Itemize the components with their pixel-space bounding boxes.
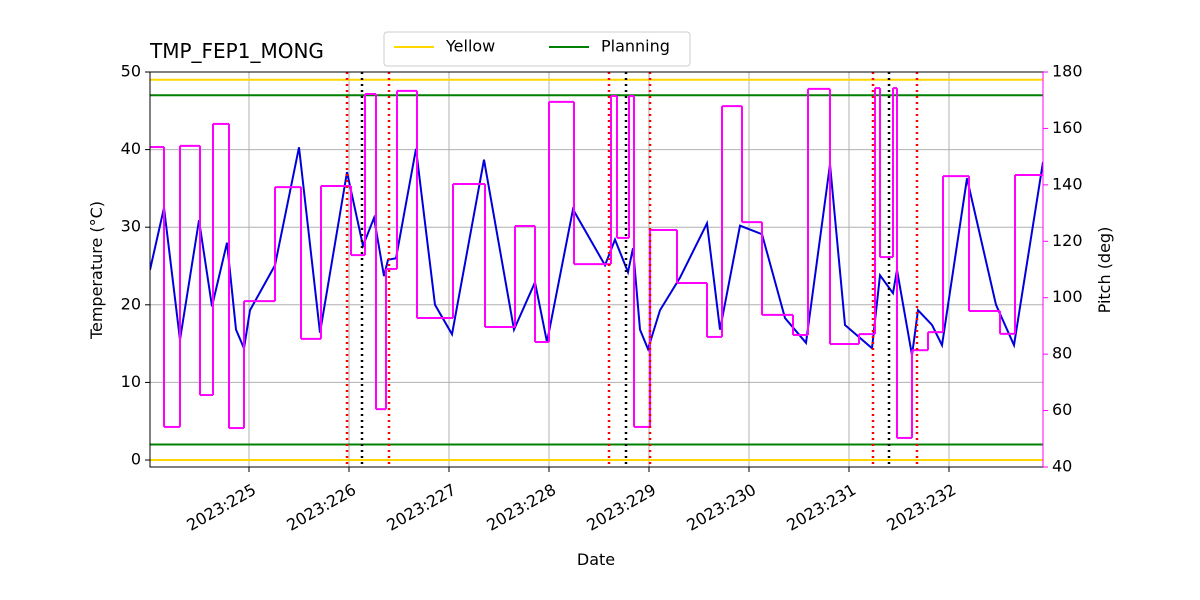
y-tick-label: 0 [131,450,141,469]
y-axis-label: Temperature (°C) [87,201,106,340]
plot-frame [149,71,1044,468]
y2-tick-label: 80 [1052,344,1072,363]
x-tick-label: 2023:225 [183,480,259,535]
y2-tick-label: 60 [1052,400,1072,419]
chart-title: TMP_FEP1_MONG [149,39,324,63]
y2-tick-label: 160 [1052,118,1083,137]
y-tick-label: 40 [121,139,141,158]
legend-label: Yellow [445,37,495,56]
y2-tick-label: 120 [1052,231,1083,250]
y2-tick-label: 40 [1052,457,1072,476]
x-tick-label: 2023:227 [383,480,459,535]
y-tick-label: 20 [121,294,141,313]
plot-area [150,72,1043,467]
x-tick-label: 2023:228 [483,480,559,535]
y2-tick-label: 100 [1052,287,1083,306]
legend-label: Planning [601,37,670,56]
y2-tick-label: 140 [1052,174,1083,193]
y-tick-label: 10 [121,372,141,391]
x-axis-label: Date [577,550,615,569]
y2-tick-label: 180 [1052,62,1083,81]
x-tick-label: 2023:231 [783,480,859,535]
x-tick-label: 2023:226 [283,480,359,535]
x-tick-label: 2023:230 [683,480,759,535]
x-tick-label: 2023:229 [583,480,659,535]
y2-axis-label: Pitch (deg) [1095,227,1114,314]
y-tick-label: 30 [121,217,141,236]
x-tick-label: 2023:232 [883,480,959,535]
temperature-line [150,147,1043,356]
y-tick-label: 50 [121,62,141,81]
legend-box [383,31,691,67]
